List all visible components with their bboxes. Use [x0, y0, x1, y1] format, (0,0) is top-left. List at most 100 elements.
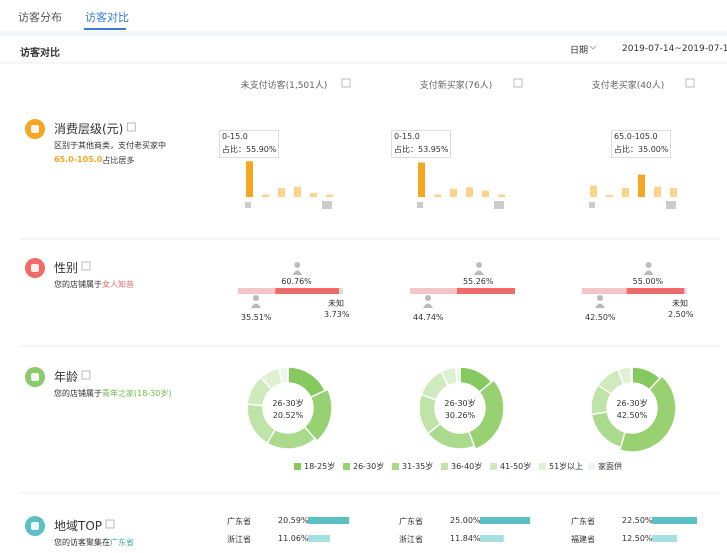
bar	[466, 187, 473, 197]
person-icon	[423, 303, 433, 308]
gap	[0, 31, 727, 36]
panel-title: 访客对比	[20, 48, 60, 59]
bar-female	[456, 288, 515, 294]
unknown-share: 3.73%	[324, 310, 350, 319]
region-bar	[652, 517, 697, 524]
bar-female	[275, 288, 340, 294]
legend-swatch	[294, 463, 301, 470]
donut-value: 20.52%	[272, 411, 304, 420]
female-share: 60.76%	[281, 277, 312, 286]
bar	[278, 188, 285, 197]
female-share: 55.26%	[462, 277, 494, 286]
person-icon	[597, 295, 603, 301]
region-name: 广东省	[399, 517, 423, 526]
bar	[606, 195, 613, 197]
axis-icon	[322, 201, 332, 209]
person-icon	[253, 295, 259, 301]
donut-segment	[454, 366, 461, 384]
region-share: 20.59%	[278, 516, 309, 525]
person-icon	[645, 262, 652, 268]
region-share: 11.06%	[278, 534, 309, 543]
donut-segment	[303, 388, 333, 443]
desc-highlight: 65.0-105.0	[54, 155, 103, 164]
bar-female	[626, 288, 685, 294]
person-icon	[595, 303, 605, 308]
section-title: 年龄	[54, 370, 79, 384]
bar	[622, 188, 629, 197]
male-share: 35.51%	[241, 313, 272, 322]
unknown-label: 未知	[672, 299, 688, 308]
person-icon	[294, 262, 301, 268]
person-icon	[643, 270, 654, 275]
column-header: 未支付访客(1,501人)	[240, 81, 328, 91]
person-icon	[473, 270, 484, 275]
bar	[262, 194, 269, 197]
icon-glyph	[31, 373, 39, 381]
section-desc: 您的店铺属于	[54, 389, 102, 398]
section-title: 地域TOP	[54, 519, 103, 533]
legend-label: 家面供	[598, 462, 622, 471]
column-header: 支付老买家(40人)	[591, 81, 665, 91]
bar	[670, 188, 677, 197]
axis-icon	[666, 201, 676, 209]
donut-label: 26-30岁	[444, 399, 476, 408]
bar	[482, 190, 489, 197]
tooltip-range: 0-15.0	[222, 132, 248, 141]
region-share: 25.00%	[450, 516, 481, 525]
region-bar	[480, 517, 530, 524]
icon-glyph	[31, 522, 39, 530]
axis-icon	[589, 202, 595, 208]
legend-label: 36-40岁	[451, 462, 483, 471]
help-icon	[105, 519, 115, 529]
donut-segment	[618, 374, 677, 453]
male-share: 42.50%	[585, 313, 616, 322]
bar	[654, 186, 661, 197]
donut-label: 26-30岁	[272, 399, 304, 408]
bar-unknown	[339, 288, 343, 294]
help-icon	[126, 122, 136, 132]
bar	[434, 194, 441, 197]
axis-icon	[494, 201, 504, 209]
legend-label: 26-30岁	[353, 462, 385, 471]
bar	[310, 193, 317, 197]
bar	[418, 162, 425, 197]
bar-male	[582, 288, 627, 294]
date-range: 2019-07-14~2019-07-14	[622, 44, 727, 54]
desc-highlight: 女人知音	[102, 280, 134, 289]
female-share: 55.00%	[632, 277, 664, 286]
male-share: 44.74%	[413, 313, 444, 322]
tooltip	[219, 130, 279, 158]
tab-underline	[84, 28, 126, 30]
legend-label: 31-35岁	[402, 462, 434, 471]
icon-glyph	[31, 264, 39, 272]
axis-icon	[417, 202, 423, 208]
tooltip-share: 占比：55.90%	[222, 145, 277, 154]
date-select[interactable]: 日期	[570, 46, 589, 56]
tab[interactable]: 访客分布	[18, 11, 62, 24]
region-name: 广东省	[227, 517, 251, 526]
help-icon	[81, 370, 91, 380]
person-icon	[425, 295, 431, 301]
legend-label: 18-25岁	[304, 462, 336, 471]
unknown-label: 未知	[328, 299, 344, 308]
top-bar	[0, 0, 727, 31]
help-icon	[81, 261, 91, 271]
bar-unknown	[684, 288, 687, 294]
person-icon	[251, 303, 261, 308]
donut-value: 30.26%	[444, 411, 476, 420]
tooltip-share: 占比：53.95%	[394, 145, 449, 154]
tooltip-range: 65.0-105.0	[614, 132, 658, 141]
caret	[589, 45, 597, 50]
section-desc: 占比居多	[102, 156, 135, 165]
donut-value: 42.50%	[616, 411, 648, 420]
region-name: 广东省	[571, 517, 595, 526]
region-share: 22.50%	[622, 516, 653, 525]
section-title: 消费层级(元)	[54, 122, 124, 136]
legend-swatch	[343, 463, 350, 470]
region-bar	[308, 535, 331, 542]
region-name: 福建省	[571, 535, 595, 544]
section-desc: 您的访客聚集在	[54, 538, 110, 547]
help-icon	[341, 78, 351, 88]
tab-active[interactable]: 访客对比	[85, 11, 129, 24]
